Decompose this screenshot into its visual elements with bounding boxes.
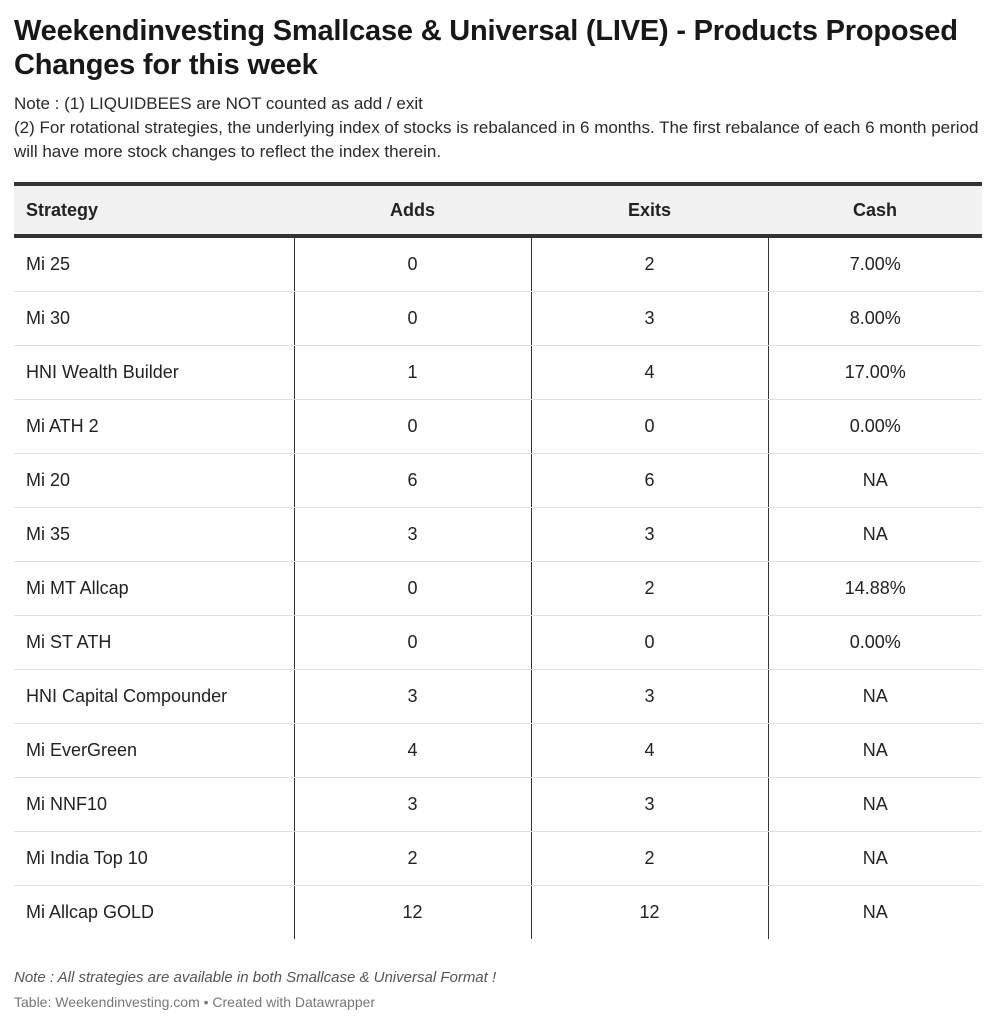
cell-strategy: Mi EverGreen	[14, 723, 295, 778]
table-row: Mi 35 3 3 NA	[14, 507, 982, 562]
cell-exits: 2	[531, 561, 769, 616]
header-adds[interactable]: Adds	[294, 182, 531, 238]
cell-strategy: Mi 30	[14, 291, 295, 346]
cell-strategy: Mi 25	[14, 236, 295, 292]
cell-exits: 4	[531, 345, 769, 400]
cell-strategy: Mi ST ATH	[14, 615, 295, 670]
cell-cash: NA	[862, 902, 888, 922]
cell-cash: NA	[768, 507, 982, 562]
page-title: Weekendinvesting Smallcase & Universal (…	[14, 15, 958, 81]
table-row: Mi Allcap GOLD 12 12 NA	[14, 885, 982, 939]
cell-adds: 0	[294, 291, 532, 346]
table-row: Mi EverGreen 4 4 NA	[14, 723, 982, 778]
table-body: Mi 25 0 2 7.00% Mi 30 0 3 8.00% HNI Wealth Build…	[14, 236, 982, 939]
cell-adds: 0	[294, 399, 532, 454]
cell-strategy: HNI Wealth Builder	[14, 345, 295, 400]
cell-cash: 14.88%	[768, 561, 982, 616]
cell-adds: 12	[294, 885, 532, 939]
table-row: HNI Wealth Builder 1 4 17.00%	[14, 345, 982, 400]
cell-cash: NA	[768, 777, 982, 832]
table-header: Strategy Adds Exits Cash	[14, 182, 982, 238]
cell-exits: 3	[531, 777, 769, 832]
cell-cash: 0.00%	[768, 399, 982, 454]
cell-cash: NA	[768, 453, 982, 508]
cell-cash: 8.00%	[768, 291, 982, 346]
cell-cash: NA	[768, 669, 982, 724]
cell-adds: 0	[294, 236, 532, 292]
strategy-table: Strategy Adds Exits Cash Mi 25 0 2 7.00% Mi …	[14, 182, 982, 939]
footer-note: Note : All strategies are available in b…	[14, 969, 497, 986]
cell-exits: 0	[531, 399, 769, 454]
header-row: Strategy Adds Exits Cash	[14, 182, 982, 238]
cell-strategy: Mi 35	[14, 507, 295, 562]
table-row: HNI Capital Compounder 3 3 NA	[14, 669, 982, 724]
cell-cash: 7.00%	[768, 236, 982, 292]
cell-strategy: Mi MT Allcap	[14, 561, 295, 616]
cell-adds: 4	[294, 723, 532, 778]
header-strategy[interactable]: Strategy	[14, 182, 294, 238]
cell-cash: NA	[768, 723, 982, 778]
cell-strategy: Mi 20	[14, 453, 295, 508]
cell-exits: 2	[531, 236, 769, 292]
table-row: Mi NNF10 3 3 NA	[14, 777, 982, 832]
table-row: Mi MT Allcap 0 2 14.88%	[14, 561, 982, 616]
cell-exits: 6	[531, 453, 769, 508]
cell-exits: 12	[531, 885, 769, 939]
table-row: Mi 30 0 3 8.00%	[14, 291, 982, 346]
table-row: Mi ATH 2 0 0 0.00%	[14, 399, 982, 454]
cell-cash: NA	[768, 831, 982, 886]
table-row: Mi India Top 10 2 2 NA	[14, 831, 982, 886]
table-row: Mi 25 0 2 7.00%	[14, 236, 982, 292]
cell-cash: 0.00%	[768, 615, 982, 670]
cell-strategy: Mi NNF10	[14, 777, 295, 832]
cell-exits: 3	[531, 507, 769, 562]
cell-adds: 0	[294, 615, 532, 670]
cell-strategy: HNI Capital Compounder	[14, 669, 295, 724]
notes: Note : (1) LIQUIDBEES are NOT counted as…	[14, 92, 983, 164]
header-cash[interactable]: Cash	[768, 182, 982, 238]
note-line-1: Note : (1) LIQUIDBEES are NOT counted as…	[14, 94, 423, 113]
cell-adds: 3	[294, 669, 532, 724]
cell-cash: 17.00%	[768, 345, 982, 400]
cell-adds: 6	[294, 453, 532, 508]
footer-credit: Table: Weekendinvesting.com • Created wi…	[14, 994, 376, 1010]
table-row: Mi ST ATH 0 0 0.00%	[14, 615, 982, 670]
cell-strategy: Mi ATH 2	[14, 399, 295, 454]
cell-adds: 3	[294, 777, 532, 832]
cell-strategy: Mi Allcap GOLD	[14, 885, 295, 939]
cell-adds: 2	[294, 831, 532, 886]
cell-exits: 4	[531, 723, 769, 778]
cell-adds: 3	[294, 507, 532, 562]
cell-exits: 2	[531, 831, 769, 886]
cell-exits: 0	[531, 615, 769, 670]
header-exits[interactable]: Exits	[531, 182, 768, 238]
cell-adds: 1	[294, 345, 532, 400]
cell-adds: 0	[294, 561, 532, 616]
cell-strategy: Mi India Top 10	[14, 831, 295, 886]
note-line-2: (2) For rotational strategies, the under…	[14, 118, 979, 161]
cell-exits: 3	[531, 291, 769, 346]
cell-exits: 3	[531, 669, 769, 724]
table-row: Mi 20 6 6 NA	[14, 453, 982, 508]
